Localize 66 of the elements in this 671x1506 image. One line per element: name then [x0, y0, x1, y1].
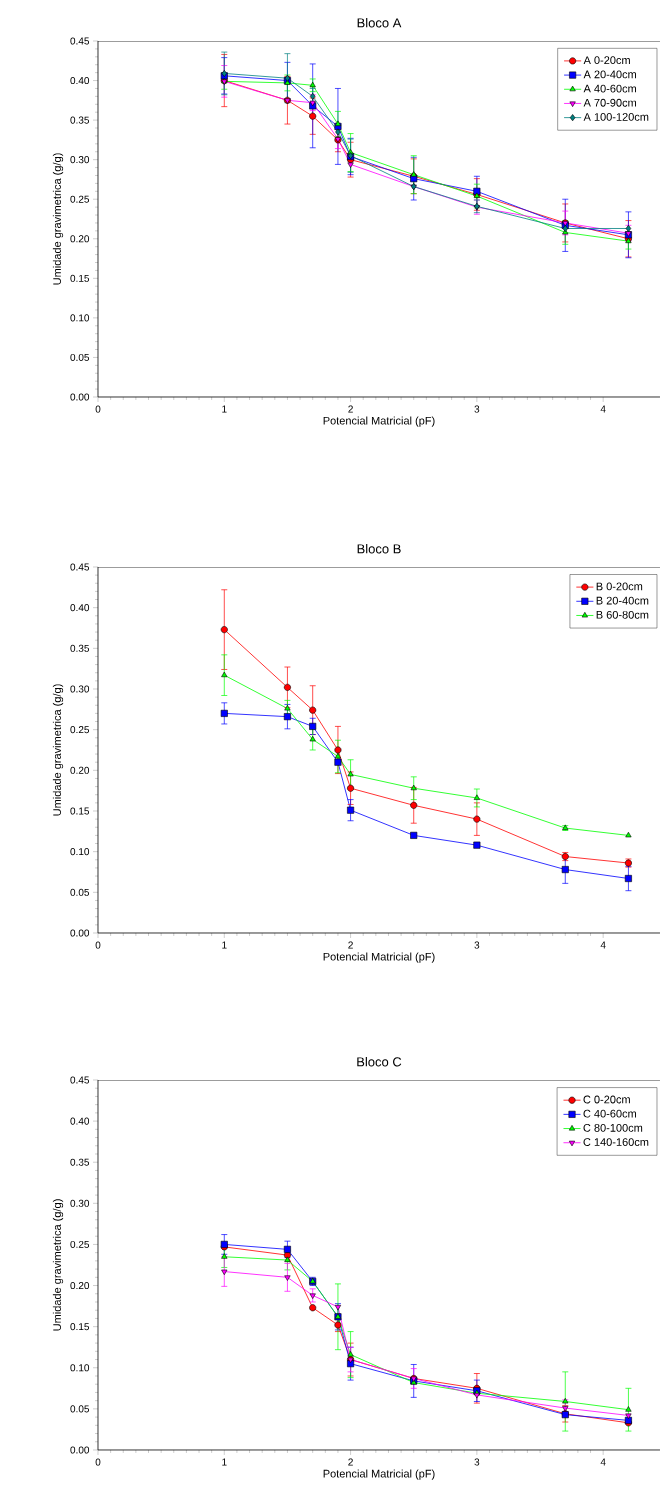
y-tick-label: 0.35 — [70, 1158, 90, 1166]
y-tick-label: 0.25 — [70, 195, 90, 203]
legend-label: C 40-60cm — [583, 1109, 636, 1118]
y-axis-title: Umidade gravimetrica (g/g) — [52, 684, 64, 816]
y-tick-label: 0.20 — [70, 235, 90, 243]
x-axis-title: Potencial Matricial (pF) — [323, 416, 435, 427]
legend-label: A 40-60cm — [583, 84, 637, 93]
y-tick-label: 0.40 — [70, 77, 90, 85]
y-tick-label: 0.45 — [70, 563, 90, 571]
y-tick-label: 0.10 — [70, 1364, 90, 1372]
x-axis-title: Potencial Matricial (pF) — [323, 952, 435, 963]
chart-title: Bloco A — [357, 17, 402, 28]
legend-label: A 0-20cm — [583, 56, 630, 65]
x-tick-label: 2 — [348, 405, 353, 413]
x-tick-label: 0 — [95, 405, 101, 413]
y-tick-label: 0.00 — [70, 393, 90, 401]
chart-title: Bloco C — [357, 1056, 402, 1067]
x-tick-label: 4 — [600, 941, 606, 949]
x-tick-label: 4 — [600, 405, 606, 413]
y-tick-label: 0.10 — [70, 848, 90, 856]
y-tick-label: 0.05 — [70, 1405, 90, 1413]
y-axis-title: Umidade gravimetrica (g/g) — [52, 1199, 64, 1331]
legend-label: A 20-40cm — [583, 70, 637, 79]
y-tick-label: 0.05 — [70, 888, 90, 896]
legend-label: C 0-20cm — [583, 1095, 630, 1104]
y-tick-label: 0.15 — [70, 807, 90, 815]
legend-label: A 70-90cm — [583, 98, 637, 107]
y-tick-label: 0.45 — [70, 37, 90, 45]
x-tick-label: 4 — [600, 1458, 606, 1466]
y-tick-label: 0.00 — [70, 1446, 90, 1454]
legend-label: B 60-80cm — [596, 610, 649, 619]
y-tick-label: 0.20 — [70, 766, 90, 774]
chart-title: Bloco B — [357, 543, 401, 554]
y-tick-label: 0.10 — [70, 314, 90, 322]
y-tick-label: 0.45 — [70, 1076, 90, 1084]
y-tick-label: 0.40 — [70, 604, 90, 612]
y-tick-label: 0.35 — [70, 116, 90, 124]
legend-label: A 100-120cm — [583, 113, 649, 121]
y-tick-label: 0.30 — [70, 685, 90, 693]
x-axis-title: Potencial Matricial (pF) — [323, 1469, 435, 1480]
y-tick-label: 0.25 — [70, 726, 90, 734]
y-tick-label: 0.15 — [70, 1323, 90, 1331]
y-tick-label: 0.25 — [70, 1240, 90, 1248]
legend-label: B 0-20cm — [596, 582, 643, 591]
x-tick-label: 3 — [474, 1458, 480, 1466]
x-tick-label: 2 — [348, 1458, 353, 1466]
y-tick-label: 0.30 — [70, 156, 90, 164]
x-tick-label: 0 — [95, 941, 101, 949]
y-tick-label: 0.05 — [70, 353, 90, 361]
x-tick-label: 3 — [474, 405, 480, 413]
x-tick-label: 0 — [95, 1458, 101, 1466]
x-tick-label: 3 — [474, 941, 480, 949]
x-tick-label: 1 — [222, 1458, 227, 1466]
x-tick-label: 2 — [348, 941, 353, 949]
legend-label: C 80-100cm — [583, 1123, 643, 1132]
legend-label: C 140-160cm — [583, 1138, 649, 1146]
y-tick-label: 0.40 — [70, 1117, 90, 1125]
y-tick-label: 0.30 — [70, 1199, 90, 1207]
y-tick-label: 0.00 — [70, 929, 90, 937]
x-tick-label: 1 — [222, 405, 227, 413]
y-tick-label: 0.15 — [70, 274, 90, 282]
x-tick-label: 1 — [222, 941, 227, 949]
y-tick-label: 0.20 — [70, 1282, 90, 1290]
legend-label: B 20-40cm — [596, 596, 649, 605]
y-axis-title: Umidade gravimetrica (g/g) — [52, 153, 64, 285]
y-tick-label: 0.35 — [70, 644, 90, 652]
